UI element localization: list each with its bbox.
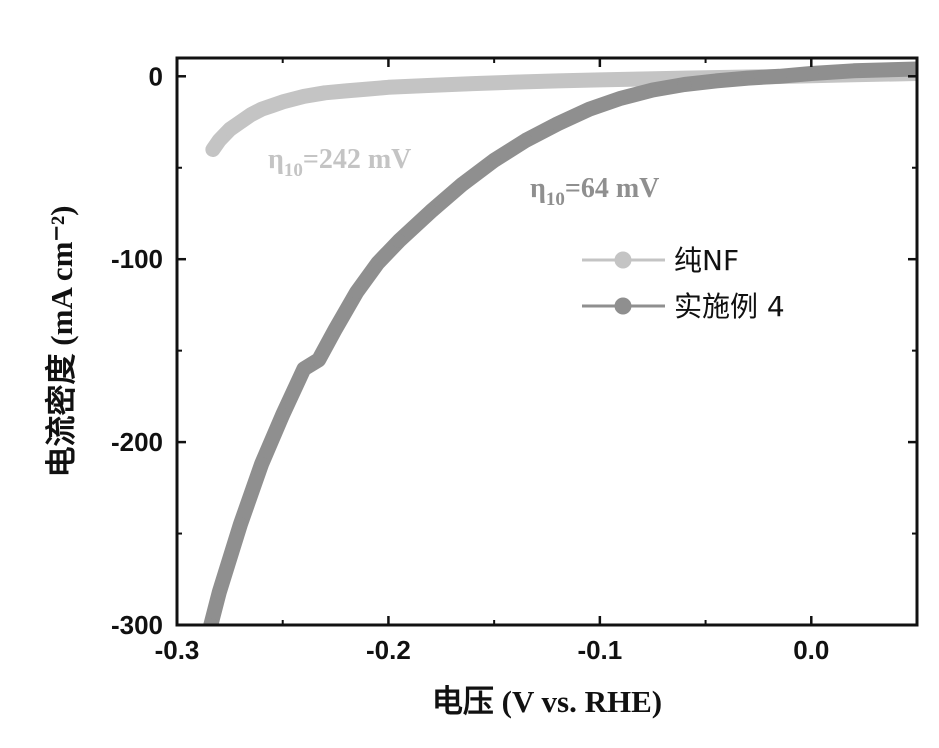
series-1-point — [360, 82, 374, 96]
legend-marker-1 — [615, 252, 631, 268]
series-2-point — [350, 285, 364, 299]
series-1-point — [318, 86, 332, 100]
x-tick-label: 0.0 — [793, 635, 829, 665]
series-2-point — [614, 91, 628, 105]
series-2-point — [233, 517, 247, 531]
annotation-subscript: 10 — [546, 189, 565, 210]
series-1-point — [551, 74, 565, 88]
legend-label-1: 纯NF — [674, 244, 739, 277]
x-axis-title: 电压 (V vs. RHE) — [432, 684, 662, 719]
annotation-subscript: 10 — [284, 160, 303, 181]
series-1-point — [381, 80, 395, 94]
series-1-point — [424, 78, 438, 92]
series-1-point — [466, 77, 480, 91]
legend-label-2: 实施例 4 — [674, 290, 785, 323]
series-2-point — [677, 78, 691, 92]
series-2-point — [709, 74, 723, 88]
series-2-point — [551, 117, 565, 131]
y-tick-label: -200 — [111, 427, 163, 457]
series-2-point — [487, 153, 501, 167]
series-2-point — [392, 234, 406, 248]
series-1-point — [339, 84, 353, 98]
series-2-point — [424, 205, 438, 219]
series-1-point — [212, 133, 226, 147]
series-2-point — [741, 71, 755, 85]
annotation-value: =242 mV — [303, 144, 412, 175]
series-2-point — [255, 457, 269, 471]
series-2-point — [582, 102, 596, 116]
series-2-point — [773, 69, 787, 83]
series-2-point — [276, 408, 290, 422]
series-2-point — [371, 256, 385, 270]
annotation-value: =64 mV — [565, 173, 660, 204]
annotation-eta: η — [530, 173, 546, 204]
annotation-eta: η — [268, 144, 284, 175]
y-axis-title: 电流密度 (mA cm⁻²) — [44, 206, 79, 478]
series-2-point — [329, 322, 343, 336]
legend-marker-2 — [615, 298, 631, 314]
series-1-point — [297, 89, 311, 103]
series-1-point — [508, 75, 522, 89]
y-tick-label: -100 — [111, 244, 163, 274]
series-2-point — [646, 83, 660, 97]
series-2-point — [312, 353, 326, 367]
y-tick-label: 0 — [149, 61, 163, 91]
series-2-point — [212, 585, 226, 599]
series-2-point — [519, 133, 533, 147]
series-2-point — [297, 362, 311, 376]
series-1-point — [593, 73, 607, 87]
series-2-point — [455, 177, 469, 191]
y-tick-label: -300 — [111, 610, 163, 640]
x-tick-label: -0.1 — [577, 635, 622, 665]
series-1-point — [276, 95, 290, 109]
x-tick-label: -0.2 — [366, 635, 411, 665]
series-2-point — [847, 64, 861, 78]
series-2-point — [804, 67, 818, 81]
